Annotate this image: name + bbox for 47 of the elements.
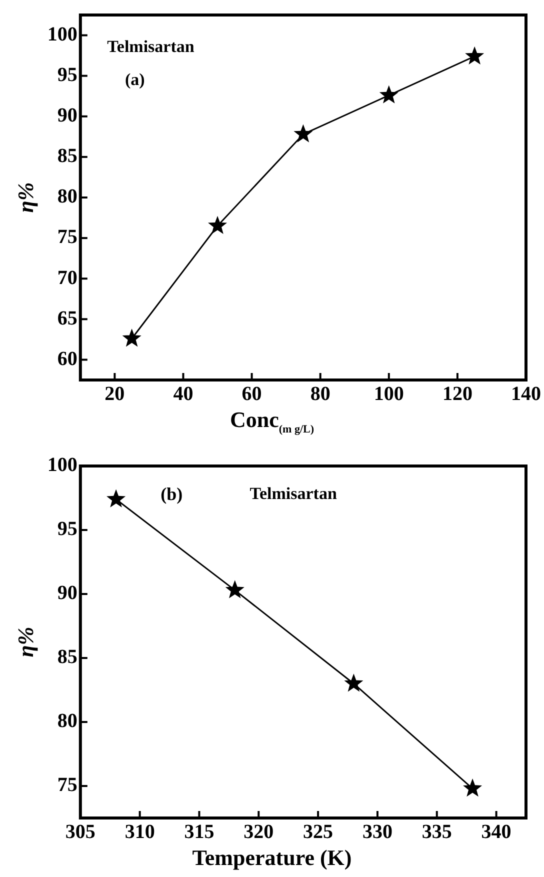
- point: [208, 216, 228, 234]
- y-tick-label: 85: [57, 145, 78, 168]
- x-tick-label: 310: [124, 821, 155, 844]
- x-tick-label: 80: [310, 383, 330, 406]
- y-axis-title: η%: [12, 626, 38, 658]
- point: [344, 674, 364, 692]
- point: [465, 46, 484, 64]
- y-tick-label: 95: [57, 518, 78, 540]
- y-tick-label: 95: [57, 64, 78, 86]
- point: [225, 580, 244, 598]
- x-tick-label: 325: [303, 821, 334, 844]
- x-tick-label: 330: [362, 821, 392, 844]
- point: [122, 328, 142, 347]
- y-tick-label: 90: [57, 582, 78, 604]
- x-tick-label: 120: [442, 383, 472, 406]
- y-tick-label: 80: [57, 186, 78, 208]
- point: [106, 489, 126, 508]
- y-tick-label: 75: [57, 774, 78, 796]
- y-tick-label: 90: [57, 104, 78, 127]
- y-tick-label: 80: [57, 710, 78, 732]
- y-tick-label: 60: [57, 348, 78, 370]
- x-tick-label: 315: [184, 821, 214, 844]
- x-tick-label: 40: [173, 383, 194, 406]
- x-tick-label: 60: [242, 383, 262, 406]
- y-tick-label: 65: [57, 307, 78, 330]
- y-tick-label: 75: [57, 226, 78, 248]
- point: [294, 124, 313, 142]
- x-tick-label: 100: [374, 383, 404, 406]
- x-tick-label: 20: [104, 383, 125, 406]
- y-tick-label: 100: [47, 454, 78, 476]
- y-axis-title: η%: [12, 182, 38, 213]
- point: [463, 778, 482, 797]
- y-tick-label: 85: [57, 646, 78, 668]
- annotation: (a): [124, 70, 145, 90]
- annotation: (b): [160, 484, 183, 505]
- annotation: Telmisartan: [250, 484, 337, 504]
- x-tick-label: 320: [244, 821, 274, 844]
- x-axis-title: Temperature (K): [191, 845, 353, 870]
- point: [379, 85, 398, 104]
- y-tick-label: 100: [47, 23, 78, 46]
- x-tick-label: 340: [481, 821, 512, 844]
- x-tick-label: 305: [65, 821, 96, 844]
- annotation: Telmisartan: [107, 36, 194, 57]
- x-tick-label: 140: [511, 383, 541, 406]
- x-axis-title: Conc$_{(m g/L)}$: [228, 407, 316, 438]
- x-tick-label: 335: [422, 821, 452, 844]
- y-tick-label: 70: [57, 266, 78, 289]
